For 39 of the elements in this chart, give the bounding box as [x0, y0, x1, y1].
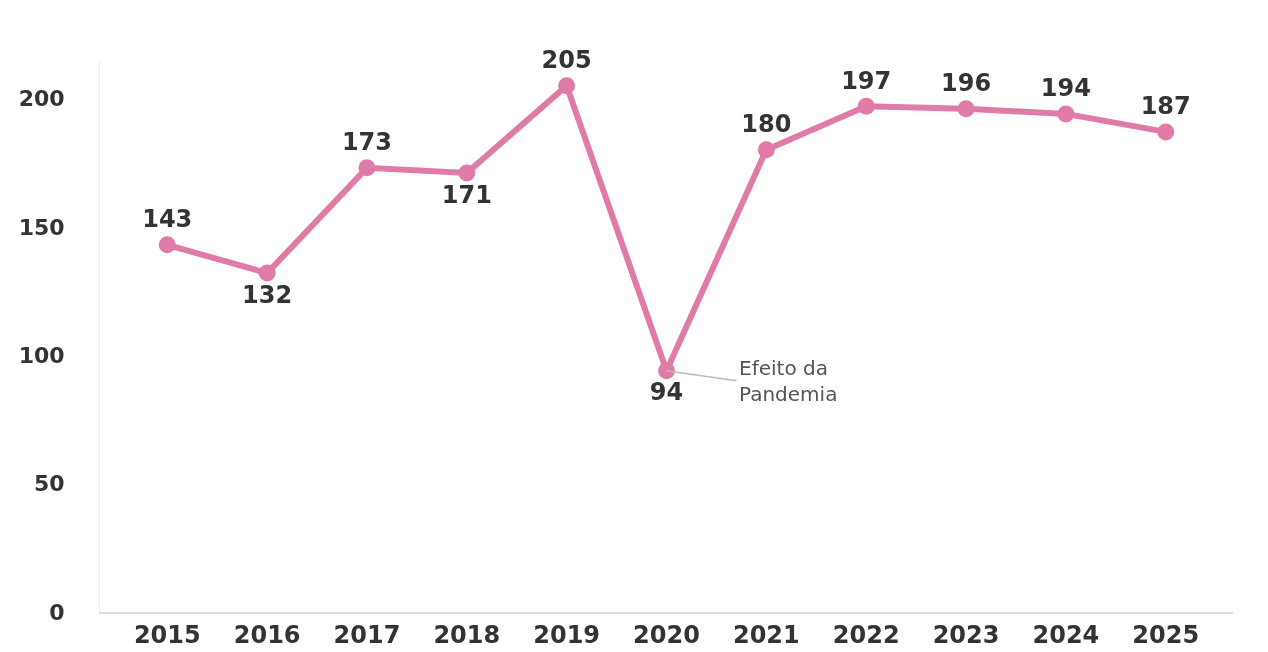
data-label: 132	[242, 280, 293, 309]
x-tick-label: 2025	[1132, 620, 1200, 649]
data-label: 94	[649, 378, 684, 407]
data-label: 173	[341, 128, 393, 157]
annotation: Efeito da Pandemia	[739, 356, 838, 406]
y-tick-label: 50	[33, 471, 65, 497]
point	[258, 264, 276, 282]
x-tick-label: 2018	[433, 620, 501, 649]
x-tick-label: 2022	[832, 620, 900, 649]
data-label: 143	[142, 205, 193, 234]
data-label: 194	[1040, 74, 1091, 103]
point	[757, 141, 775, 159]
x-tick-label: 2016	[233, 620, 301, 649]
x-tick-label: 2023	[932, 620, 1000, 649]
point	[358, 159, 376, 177]
x-tick-label: 2017	[333, 620, 401, 649]
point	[1057, 105, 1075, 123]
point	[957, 100, 975, 118]
data-label: 180	[741, 110, 792, 139]
point	[1157, 123, 1175, 141]
x-tick-label: 2021	[732, 620, 800, 649]
data-label: 171	[441, 180, 492, 209]
y-tick-label: 150	[18, 214, 65, 240]
data-label: 187	[1140, 92, 1191, 121]
x-tick-label: 2020	[633, 620, 700, 649]
x-tick-label: 2024	[1032, 620, 1100, 649]
data-label: 197	[841, 66, 892, 95]
data-label: 196	[940, 69, 992, 98]
y-tick-label: 200	[18, 86, 65, 112]
data-label: 205	[541, 46, 592, 75]
point	[658, 362, 675, 380]
x-tick-label: 2019	[533, 620, 601, 649]
point	[458, 164, 476, 182]
point	[158, 236, 176, 254]
y-tick-label: 100	[18, 342, 65, 368]
y-tick-label: 0	[49, 599, 65, 625]
point	[558, 77, 576, 95]
x-tick-label: 2015	[133, 620, 201, 649]
point	[857, 97, 875, 115]
